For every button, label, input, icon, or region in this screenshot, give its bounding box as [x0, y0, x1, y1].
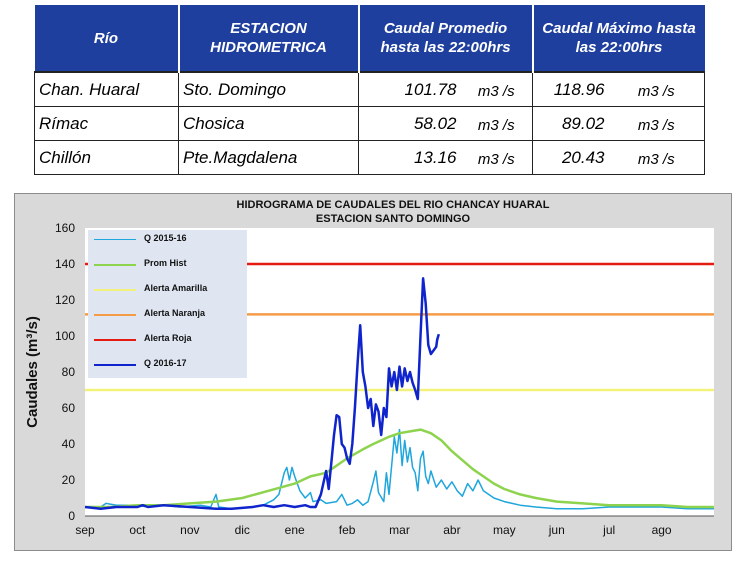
- x-tick-label: oct: [129, 523, 146, 537]
- avg-unit-cell: m3 /s: [460, 71, 533, 107]
- x-tick-label: may: [493, 523, 516, 537]
- x-tick-label: jun: [548, 523, 565, 537]
- x-tick-label: mar: [389, 523, 410, 537]
- y-axis-label: Caudales (m³/s): [24, 316, 41, 428]
- avg-flow-cell: 101.78: [358, 71, 461, 107]
- max-unit-cell: m3 /s: [608, 106, 705, 141]
- legend-swatch: [94, 364, 136, 366]
- legend-label: Prom Hist: [144, 258, 187, 268]
- max-unit-cell: m3 /s: [608, 140, 705, 175]
- x-tick-label: abr: [443, 523, 460, 537]
- station-cell: Pte.Magdalena: [178, 140, 359, 175]
- avg-flow-cell: 13.16: [358, 140, 461, 175]
- legend-item: Prom Hist: [88, 255, 247, 275]
- max-unit-cell: m3 /s: [608, 71, 705, 107]
- legend-item: Q 2015-16: [88, 230, 247, 250]
- legend-label: Alerta Amarilla: [144, 283, 208, 293]
- legend-item: Alerta Amarilla: [88, 280, 247, 300]
- x-axis: sep oct nov dic ene feb mar abr may jun jul ago: [75, 523, 672, 537]
- legend-swatch: [94, 264, 136, 266]
- avg-unit-cell: m3 /s: [460, 140, 533, 175]
- y-axis: 0 20 40 60 80 100 120 140 160: [55, 221, 75, 523]
- header-river: Río: [34, 5, 180, 72]
- legend-item: Alerta Roja: [88, 330, 247, 350]
- x-tick-label: jul: [602, 523, 615, 537]
- river-cell: Chan. Huaral: [34, 71, 179, 107]
- table-row: Rímac Chosica 58.02 m3 /s 89.02 m3 /s: [34, 106, 705, 141]
- legend-swatch: [94, 289, 136, 291]
- y-tick-label: 80: [62, 365, 76, 379]
- max-flow-cell: 118.96: [532, 71, 609, 107]
- table-row: Chan. Huaral Sto. Domingo 101.78 m3 /s 1…: [34, 71, 705, 107]
- avg-unit-cell: m3 /s: [460, 106, 533, 141]
- station-cell: Sto. Domingo: [178, 71, 359, 107]
- chart-subtitle: ESTACION SANTO DOMINGO: [316, 213, 471, 225]
- legend-swatch: [94, 314, 136, 316]
- max-flow-cell: 20.43: [532, 140, 609, 175]
- chart-title: HIDROGRAMA DE CAUDALES DEL RIO CHANCAY H…: [237, 199, 550, 211]
- flow-summary-table: Río ESTACION HIDROMETRICA Caudal Promedi…: [34, 5, 705, 175]
- y-tick-label: 140: [55, 257, 75, 271]
- table-row: Chillón Pte.Magdalena 13.16 m3 /s 20.43 …: [34, 140, 705, 175]
- x-tick-label: feb: [339, 523, 356, 537]
- x-tick-label: ago: [652, 523, 672, 537]
- series-line: [85, 428, 714, 509]
- legend-swatch: [94, 239, 136, 240]
- chart-legend: Q 2015-16 Prom Hist Alerta Amarilla Aler…: [88, 230, 247, 378]
- hydrograph-chart: HIDROGRAMA DE CAUDALES DEL RIO CHANCAY H…: [14, 193, 732, 551]
- legend-item: Alerta Naranja: [88, 305, 247, 325]
- max-flow-cell: 89.02: [532, 106, 609, 141]
- y-tick-label: 20: [62, 473, 76, 487]
- y-tick-label: 60: [62, 401, 76, 415]
- y-tick-label: 160: [55, 221, 75, 235]
- river-cell: Chillón: [34, 140, 179, 175]
- x-tick-label: sep: [75, 523, 95, 537]
- legend-label: Q 2016-17: [144, 358, 187, 368]
- y-tick-label: 40: [62, 437, 76, 451]
- legend-label: Alerta Naranja: [144, 308, 206, 318]
- header-avg-flow: Caudal Promedio hasta las 22:00hrs: [358, 5, 534, 72]
- header-station: ESTACION HIDROMETRICA: [178, 5, 360, 72]
- header-max-flow: Caudal Máximo hasta las 22:00hrs: [532, 5, 705, 72]
- legend-label: Alerta Roja: [144, 333, 192, 343]
- y-tick-label: 120: [55, 293, 75, 307]
- y-tick-label: 0: [68, 509, 75, 523]
- legend-label: Q 2015-16: [144, 233, 187, 243]
- station-cell: Chosica: [178, 106, 359, 141]
- x-tick-label: dic: [235, 523, 250, 537]
- river-cell: Rímac: [34, 106, 179, 141]
- table-header-row: Río ESTACION HIDROMETRICA Caudal Promedi…: [34, 5, 705, 72]
- series-line: [84, 277, 440, 511]
- y-tick-label: 100: [55, 329, 75, 343]
- avg-flow-cell: 58.02: [358, 106, 461, 141]
- legend-item: Q 2016-17: [88, 355, 247, 375]
- legend-swatch: [94, 339, 136, 341]
- x-tick-label: ene: [285, 523, 305, 537]
- x-tick-label: nov: [180, 523, 199, 537]
